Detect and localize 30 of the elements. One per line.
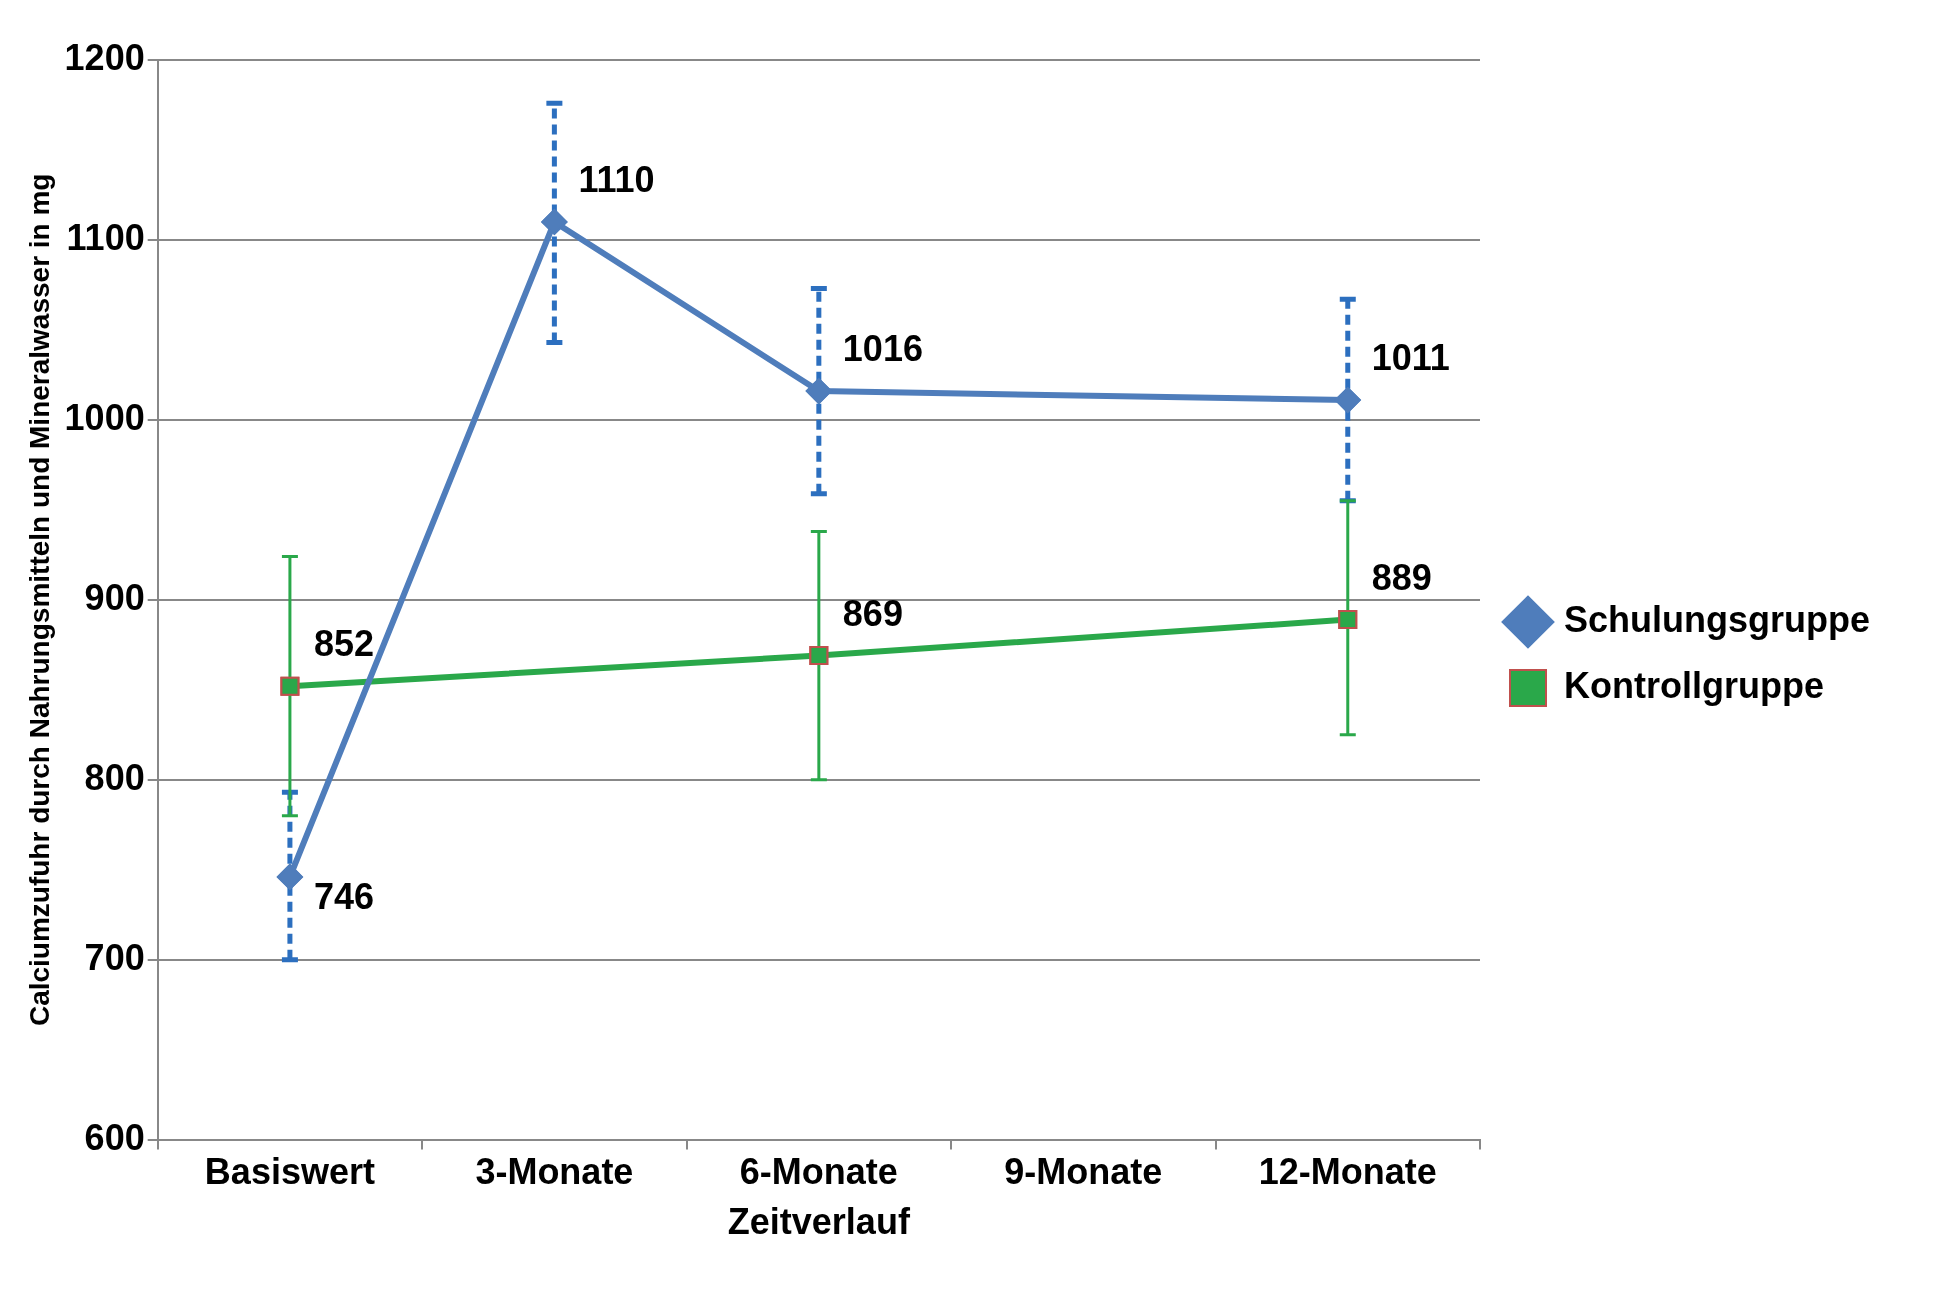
data-label: 889 [1371,556,1432,598]
data-label: 746 [313,875,374,917]
point [276,863,303,890]
y-tick-label: 700 [84,936,145,978]
y-tick-label: 600 [84,1116,145,1158]
data-label: 1011 [1371,337,1450,378]
point [280,676,300,696]
x-tick-label: 6-Monate [739,1151,898,1193]
legend-label: Kontrollgruppe [1564,664,1824,706]
point [809,646,829,666]
x-tick-label: 12-Monate [1258,1151,1437,1193]
point [541,208,568,235]
legend-label: Schulungsgruppe [1564,598,1870,640]
x-tick-label: Basiswert [204,1151,375,1193]
y-tick-label: 1000 [64,396,145,438]
y-tick-label: 900 [84,576,145,618]
y-axis-title: Calciumzufuhr durch Nahrungsmitteln und Mineralwasser in mg [23,173,55,1027]
point [1334,387,1361,414]
x-tick-label: 9-Monate [1004,1151,1163,1193]
data-label: 1016 [842,328,923,369]
data-label: 852 [313,623,374,665]
point [805,378,832,405]
point [1338,610,1358,630]
y-tick-label: 800 [84,756,145,798]
data-label: 869 [842,592,903,634]
data-label: 1110 [578,158,655,200]
y-tick-label: 1200 [64,36,145,78]
y-tick-label: 1100 [66,216,145,258]
x-tick-label: 3-Monate [475,1151,634,1193]
x-axis-title: Zeitverlauf [727,1201,911,1243]
